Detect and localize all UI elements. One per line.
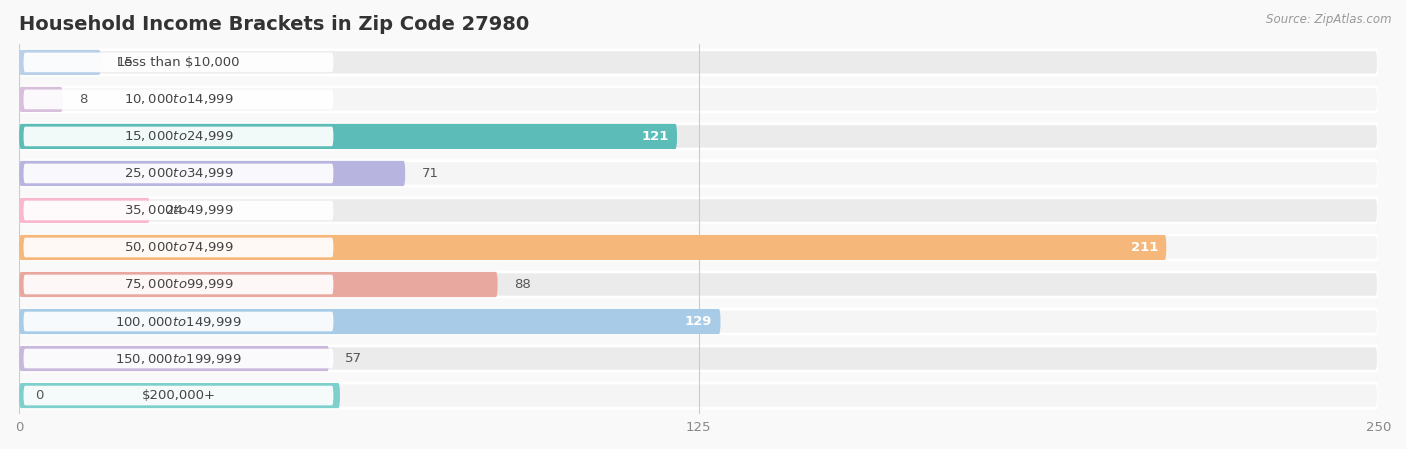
Text: $150,000 to $199,999: $150,000 to $199,999 — [115, 352, 242, 365]
FancyBboxPatch shape — [20, 50, 1378, 75]
FancyBboxPatch shape — [24, 127, 333, 146]
FancyBboxPatch shape — [20, 161, 1378, 186]
FancyBboxPatch shape — [24, 163, 333, 183]
Text: $25,000 to $34,999: $25,000 to $34,999 — [124, 167, 233, 180]
Text: Source: ZipAtlas.com: Source: ZipAtlas.com — [1267, 13, 1392, 26]
Text: 211: 211 — [1130, 241, 1159, 254]
Text: $50,000 to $74,999: $50,000 to $74,999 — [124, 241, 233, 255]
Text: 129: 129 — [685, 315, 713, 328]
FancyBboxPatch shape — [20, 383, 1378, 408]
FancyBboxPatch shape — [20, 309, 1378, 334]
FancyBboxPatch shape — [24, 53, 333, 72]
Text: Less than $10,000: Less than $10,000 — [117, 56, 240, 69]
FancyBboxPatch shape — [24, 349, 333, 368]
FancyBboxPatch shape — [20, 87, 63, 112]
FancyBboxPatch shape — [20, 198, 1378, 223]
FancyBboxPatch shape — [20, 346, 329, 371]
Text: 71: 71 — [422, 167, 439, 180]
Text: $200,000+: $200,000+ — [142, 389, 215, 402]
FancyBboxPatch shape — [24, 312, 333, 331]
Text: Household Income Brackets in Zip Code 27980: Household Income Brackets in Zip Code 27… — [20, 15, 530, 34]
FancyBboxPatch shape — [20, 383, 340, 408]
FancyBboxPatch shape — [20, 198, 149, 223]
FancyBboxPatch shape — [20, 124, 678, 149]
FancyBboxPatch shape — [24, 238, 333, 257]
Text: $15,000 to $24,999: $15,000 to $24,999 — [124, 129, 233, 143]
Text: $75,000 to $99,999: $75,000 to $99,999 — [124, 277, 233, 291]
Text: 88: 88 — [515, 278, 530, 291]
Text: $10,000 to $14,999: $10,000 to $14,999 — [124, 92, 233, 106]
FancyBboxPatch shape — [20, 272, 498, 297]
FancyBboxPatch shape — [24, 386, 333, 405]
FancyBboxPatch shape — [24, 90, 333, 109]
FancyBboxPatch shape — [20, 346, 1378, 371]
FancyBboxPatch shape — [20, 161, 405, 186]
FancyBboxPatch shape — [20, 124, 1378, 149]
Text: 57: 57 — [346, 352, 363, 365]
Text: $100,000 to $149,999: $100,000 to $149,999 — [115, 314, 242, 329]
FancyBboxPatch shape — [20, 87, 1378, 112]
Text: $35,000 to $49,999: $35,000 to $49,999 — [124, 203, 233, 217]
FancyBboxPatch shape — [20, 309, 720, 334]
Text: 121: 121 — [641, 130, 669, 143]
FancyBboxPatch shape — [20, 235, 1167, 260]
FancyBboxPatch shape — [20, 272, 1378, 297]
Text: 15: 15 — [117, 56, 134, 69]
FancyBboxPatch shape — [20, 50, 101, 75]
FancyBboxPatch shape — [24, 275, 333, 294]
Text: 0: 0 — [35, 389, 44, 402]
Text: 24: 24 — [166, 204, 183, 217]
Text: 8: 8 — [79, 93, 87, 106]
FancyBboxPatch shape — [20, 235, 1378, 260]
FancyBboxPatch shape — [24, 201, 333, 220]
